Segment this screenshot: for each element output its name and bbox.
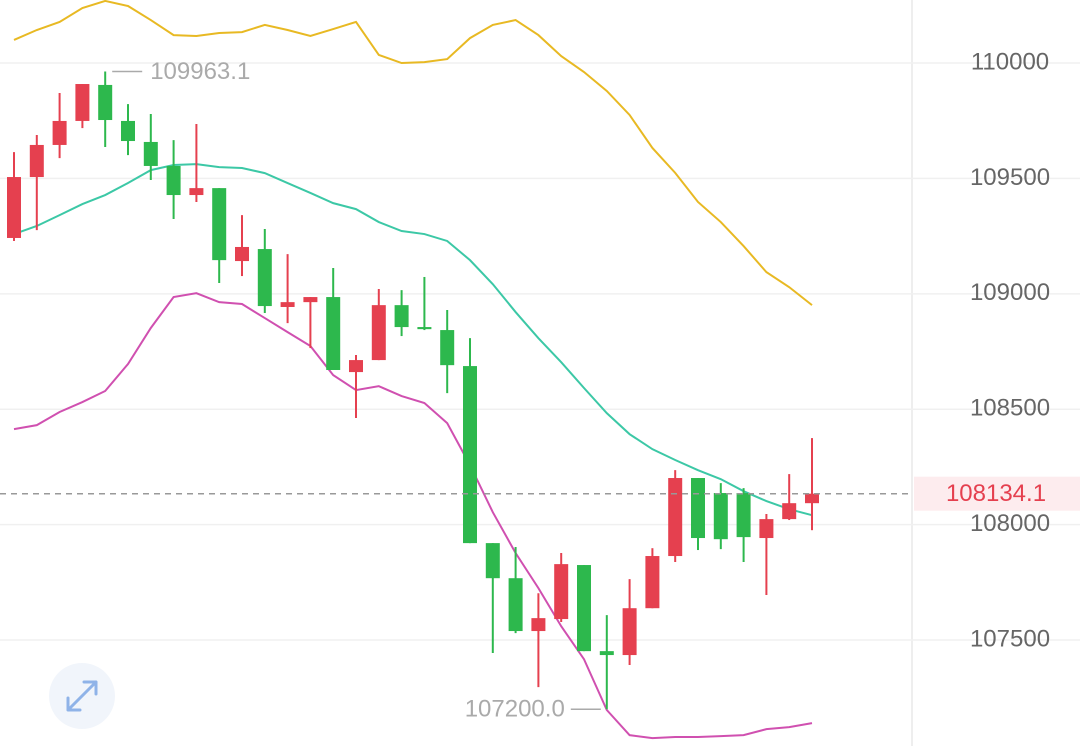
last-price-label: 108134.1	[946, 480, 1046, 507]
y-tick-label: 109000	[970, 279, 1050, 306]
candle-body	[531, 618, 546, 632]
y-tick-label: 108500	[970, 395, 1050, 422]
candle-body	[622, 608, 637, 656]
y-tick-label: 109500	[970, 164, 1050, 191]
candle-body	[645, 556, 660, 609]
candle-body	[713, 493, 728, 540]
candle-body	[303, 297, 318, 303]
candle-body	[691, 478, 705, 539]
candle-body	[75, 84, 90, 121]
candle-body	[736, 493, 751, 538]
candle-body	[508, 578, 523, 632]
candle-body	[394, 305, 409, 328]
candle-body	[326, 297, 341, 370]
candle-body	[121, 120, 135, 142]
min-label: 107200.0	[465, 696, 565, 723]
y-tick-label: 107500	[970, 625, 1050, 652]
candle-body	[782, 503, 797, 520]
candle-body	[7, 177, 21, 238]
band-line	[13, 292, 813, 740]
candle-body	[371, 305, 386, 361]
candle-body	[280, 302, 295, 307]
candle-body	[349, 360, 363, 373]
expand-icon[interactable]	[66, 680, 98, 712]
candle-body	[189, 188, 204, 196]
candle-body	[440, 330, 455, 366]
band-line	[13, 0, 813, 306]
candle-body	[554, 564, 569, 620]
candle-body	[143, 141, 158, 166]
last-price-box	[914, 476, 1080, 511]
candle-body	[257, 249, 272, 307]
candle-body	[599, 651, 614, 656]
candle-body	[235, 246, 249, 262]
candle-body	[485, 543, 500, 579]
y-tick-label: 110000	[971, 48, 1049, 75]
candle-body	[166, 165, 181, 196]
candle-body	[463, 366, 477, 544]
expand-button[interactable]	[49, 663, 115, 729]
candle-body	[98, 84, 113, 121]
candle-body	[759, 519, 774, 539]
candle-body	[212, 188, 227, 261]
candle-body	[805, 493, 819, 504]
candle-body	[417, 327, 432, 330]
candle-body	[29, 144, 44, 178]
max-label: 109963.1	[150, 58, 250, 85]
band-line	[13, 163, 813, 517]
candle-body	[668, 478, 683, 557]
candle-body	[52, 120, 67, 145]
y-tick-label: 108000	[970, 510, 1050, 537]
candle-body	[577, 565, 591, 652]
